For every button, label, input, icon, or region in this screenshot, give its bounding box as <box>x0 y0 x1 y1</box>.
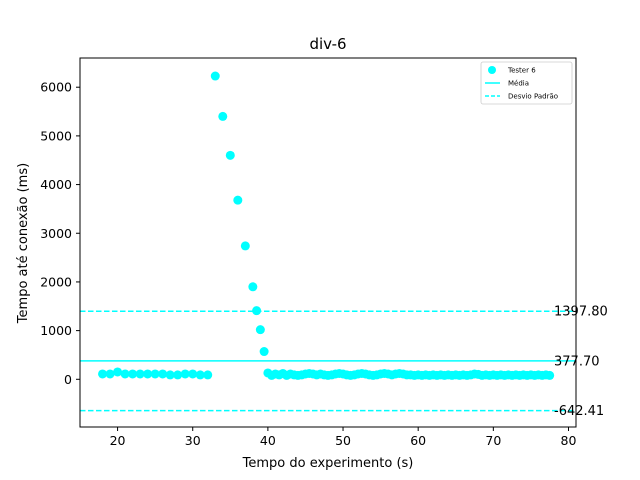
legend: Tester 6 Média Desvio Padrão <box>480 61 573 105</box>
data-point <box>143 369 153 379</box>
legend-box <box>480 61 573 105</box>
reference-line-label: 377.70 <box>554 354 600 369</box>
data-point <box>225 150 235 160</box>
legend-marker <box>488 66 496 74</box>
legend-label: Tester 6 <box>507 67 536 75</box>
data-point <box>255 325 265 335</box>
data-point <box>135 369 145 379</box>
chart-title: div-6 <box>309 35 346 53</box>
data-point <box>233 195 243 205</box>
reference-line-label: 1397.80 <box>554 305 608 320</box>
x-tick-label: 30 <box>185 433 201 448</box>
data-point <box>248 282 258 292</box>
data-point <box>113 367 123 377</box>
y-tick-label: 3000 <box>40 226 72 241</box>
x-tick-label: 70 <box>485 433 501 448</box>
y-axis-ticks: 0 1000 2000 3000 4000 5000 6000 <box>40 80 80 387</box>
data-point <box>120 369 130 379</box>
x-tick-label: 40 <box>260 433 276 448</box>
data-point <box>195 370 205 380</box>
data-point <box>210 71 220 81</box>
data-point <box>180 369 190 379</box>
x-tick-label: 20 <box>110 433 126 448</box>
x-tick-label: 80 <box>561 433 577 448</box>
data-point <box>545 370 555 380</box>
y-tick-label: 6000 <box>40 80 72 95</box>
data-point <box>240 241 250 251</box>
x-tick-label: 60 <box>410 433 426 448</box>
y-tick-label: 0 <box>64 372 72 387</box>
data-point <box>128 369 138 379</box>
data-point <box>150 369 160 379</box>
data-point <box>173 370 183 380</box>
reference-line-label: -642.41 <box>554 404 604 419</box>
reference-lines <box>80 310 576 412</box>
y-tick-label: 5000 <box>40 128 72 143</box>
y-tick-label: 1000 <box>40 323 72 338</box>
data-point <box>105 369 115 379</box>
y-tick-label: 4000 <box>40 177 72 192</box>
data-point <box>218 111 228 121</box>
data-point <box>165 370 175 380</box>
y-tick-label: 2000 <box>40 274 72 289</box>
data-point <box>188 369 198 379</box>
y-axis-label: Tempo até conexão (ms) <box>16 163 31 324</box>
legend-label: Média <box>508 80 529 88</box>
x-tick-label: 50 <box>335 433 351 448</box>
x-axis-label: Tempo do experimento (s) <box>242 456 414 471</box>
plot-frame <box>79 57 577 428</box>
data-point <box>259 347 269 357</box>
data-point <box>203 370 213 380</box>
legend-label: Desvio Padrão <box>508 93 558 101</box>
reference-line-labels: 377.70 1397.80 -642.41 <box>554 305 608 419</box>
data-point <box>158 369 168 379</box>
scatter-points <box>98 71 555 380</box>
data-point <box>98 369 108 379</box>
x-axis-ticks: 20 30 40 50 60 70 80 <box>110 427 577 448</box>
data-point <box>252 306 262 316</box>
